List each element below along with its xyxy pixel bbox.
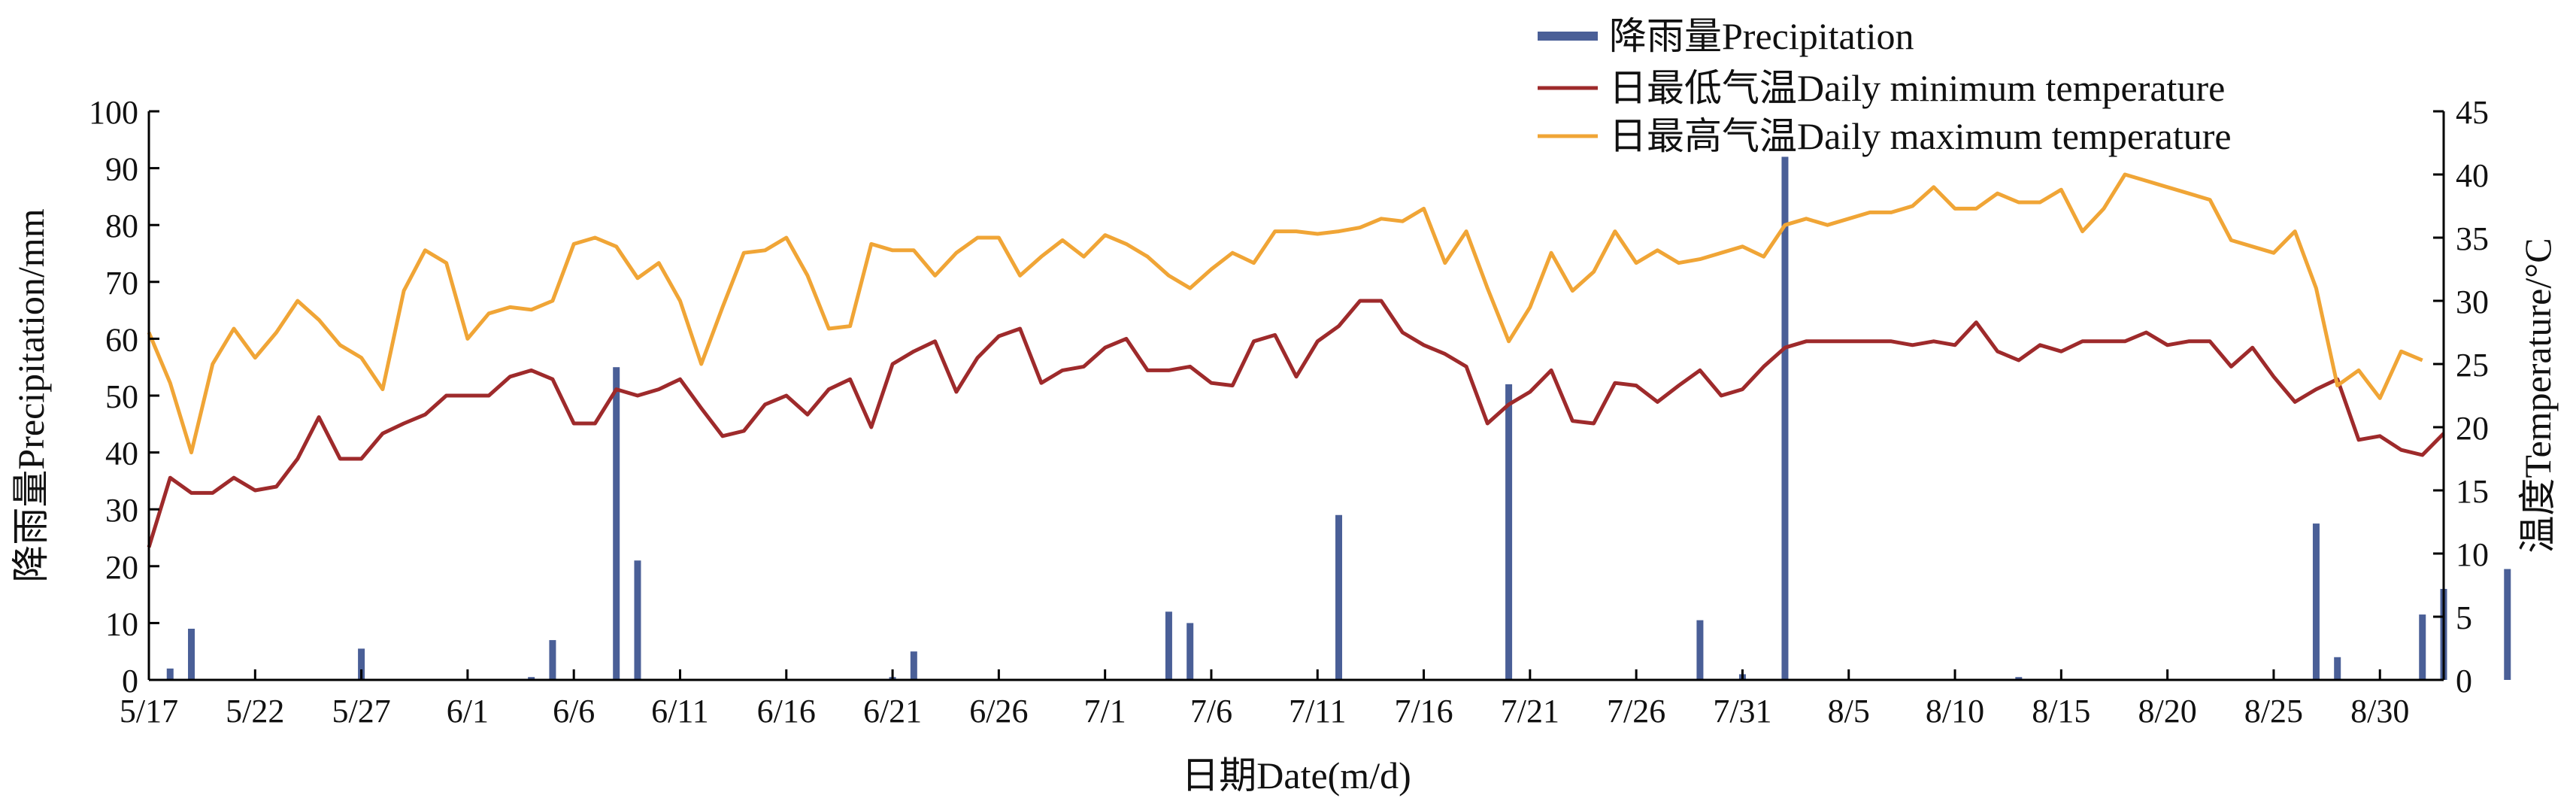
left-tick-label: 80 — [105, 208, 138, 244]
left-tick-label: 0 — [122, 663, 138, 699]
left-tick-label: 70 — [105, 265, 138, 302]
precipitation-bar — [1186, 623, 1194, 680]
precipitation-bar — [2419, 614, 2426, 680]
precipitation-bar — [2334, 657, 2341, 680]
x-tick-label: 5/22 — [226, 693, 284, 730]
right-tick-label: 25 — [2456, 347, 2489, 384]
min-temperature-line — [147, 299, 2445, 548]
right-tick-label: 40 — [2456, 157, 2489, 194]
legend-max-temp-label: 日最高气温Daily maximum temperature — [1609, 115, 2232, 157]
x-tick-label: 7/1 — [1084, 693, 1126, 730]
x-tick-label: 8/25 — [2244, 693, 2303, 730]
x-tick-label: 8/30 — [2350, 693, 2409, 730]
x-tick-label: 6/26 — [969, 693, 1028, 730]
precipitation-bar — [2312, 523, 2320, 680]
x-tick-label: 6/1 — [447, 693, 489, 730]
legend: 降雨量Precipitation 日最低气温Daily minimum tempe… — [1538, 15, 2232, 157]
right-axis-title: 温度Temperature/°C — [2517, 238, 2559, 553]
left-tick-label: 10 — [105, 605, 138, 642]
right-tick-label: 45 — [2456, 94, 2489, 131]
precipitation-bar — [188, 628, 195, 680]
precipitation-bar — [1696, 620, 1704, 680]
left-tick-label: 30 — [105, 492, 138, 529]
left-tick-label: 20 — [105, 549, 138, 586]
right-tick-label: 10 — [2456, 536, 2489, 573]
x-tick-label: 8/15 — [2032, 693, 2090, 730]
legend-precipitation-label: 降雨量Precipitation — [1609, 15, 1914, 57]
left-tick-label: 100 — [89, 94, 138, 131]
right-tick-label: 35 — [2456, 220, 2489, 257]
precipitation-bar — [1781, 156, 1789, 681]
x-tick-label: 7/16 — [1394, 693, 1453, 730]
x-tick-label: 5/27 — [332, 693, 390, 730]
right-tick-label: 5 — [2456, 599, 2472, 636]
x-tick-label: 7/11 — [1289, 693, 1347, 730]
left-tick-label: 40 — [105, 435, 138, 472]
right-tick-label: 30 — [2456, 284, 2489, 320]
precipitation-bar — [910, 651, 917, 680]
x-tick-label: 7/26 — [1607, 693, 1665, 730]
precipitation-bars — [166, 156, 2511, 681]
left-axis-title: 降雨量Precipitation/mm — [10, 208, 52, 582]
precipitation-bar — [358, 648, 365, 680]
precipitation-bar — [2015, 677, 2023, 680]
right-tick-label: 15 — [2456, 473, 2489, 510]
precipitation-bar — [634, 560, 641, 680]
axes: 0 10 20 30 40 50 60 70 80 90 100 0 5 10 15 20 25 30 35 40 45… — [10, 94, 2559, 796]
x-tick-label: 6/11 — [651, 693, 709, 730]
x-tick-label: 5/17 — [120, 693, 178, 730]
precipitation-bar — [1505, 384, 1513, 680]
precipitation-bar — [613, 367, 620, 680]
precipitation-bar — [528, 677, 535, 680]
precipitation-bar — [166, 668, 174, 680]
x-tick-label: 7/31 — [1713, 693, 1771, 730]
x-tick-label: 8/10 — [1926, 693, 1984, 730]
right-tick-label: 20 — [2456, 410, 2489, 447]
temperature-lines — [147, 172, 2445, 548]
x-axis-title: 日期Date(m/d) — [1181, 754, 1411, 796]
x-tick-label: 8/5 — [1828, 693, 1870, 730]
x-tick-label: 7/6 — [1190, 693, 1232, 730]
left-tick-label: 60 — [105, 321, 138, 358]
precipitation-bar — [1335, 514, 1343, 680]
precipitation-bar — [549, 640, 556, 680]
legend-min-temp-label: 日最低气温Daily minimum temperature — [1609, 67, 2225, 109]
right-tick-label: 0 — [2456, 663, 2472, 699]
precipitation-bar — [1165, 611, 1172, 680]
x-tick-label: 7/21 — [1501, 693, 1559, 730]
x-tick-label: 6/16 — [757, 693, 816, 730]
x-tick-label: 6/6 — [553, 693, 595, 730]
x-tick-label: 8/20 — [2138, 693, 2197, 730]
max-temperature-line — [147, 172, 2423, 455]
precipitation-bar — [2504, 569, 2511, 680]
left-tick-label: 90 — [105, 151, 138, 188]
left-tick-label: 50 — [105, 378, 138, 415]
x-tick-label: 6/21 — [863, 693, 922, 730]
